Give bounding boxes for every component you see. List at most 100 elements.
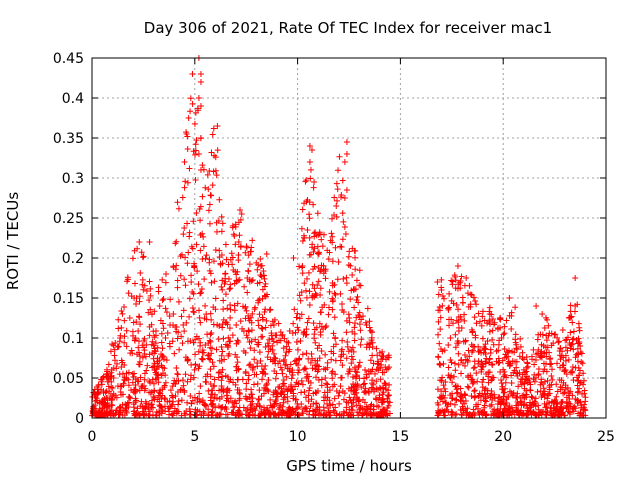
data-point (439, 374, 446, 381)
data-point (435, 331, 442, 338)
data-point (255, 317, 262, 324)
data-point (249, 237, 256, 244)
data-point (230, 404, 237, 411)
data-point (174, 370, 181, 377)
data-point (300, 410, 307, 417)
data-point (455, 328, 462, 335)
data-point (213, 346, 220, 353)
data-point (177, 253, 184, 260)
data-point (298, 225, 305, 232)
data-point (448, 277, 455, 284)
data-point (293, 357, 300, 364)
data-point (212, 295, 219, 302)
data-point (331, 281, 338, 288)
data-point (185, 356, 192, 363)
data-point (121, 361, 128, 368)
data-point (340, 218, 347, 225)
data-point (207, 338, 214, 345)
data-point (353, 297, 360, 304)
data-point (369, 377, 376, 384)
data-point (311, 233, 318, 240)
data-point (233, 278, 240, 285)
data-point (173, 365, 180, 372)
data-point (315, 278, 322, 285)
data-point (562, 337, 569, 344)
data-point (458, 273, 465, 280)
data-point (452, 285, 459, 292)
data-point (259, 325, 266, 332)
data-point (355, 397, 362, 404)
data-point (331, 381, 338, 388)
data-point (191, 394, 198, 401)
data-point (303, 198, 310, 205)
data-point (269, 404, 276, 411)
data-point (461, 282, 468, 289)
data-point (184, 338, 191, 345)
data-point (104, 394, 111, 401)
data-point (356, 402, 363, 409)
data-point (568, 341, 575, 348)
data-point (528, 402, 535, 409)
data-point (498, 377, 505, 384)
data-point (345, 370, 352, 377)
data-point (373, 345, 380, 352)
data-point (154, 358, 161, 365)
data-point (453, 317, 460, 324)
data-point (322, 268, 329, 275)
data-point (505, 353, 512, 360)
data-point (514, 390, 521, 397)
data-point (159, 352, 166, 359)
data-point (480, 376, 487, 383)
data-point (339, 210, 346, 217)
data-point (373, 366, 380, 373)
data-point (574, 396, 581, 403)
y-tick-label: 0.25 (53, 211, 84, 227)
data-point (560, 390, 567, 397)
data-point (488, 387, 495, 394)
data-point (309, 355, 316, 362)
data-point (151, 380, 158, 387)
data-point (570, 328, 577, 335)
data-point (470, 406, 477, 413)
data-point (159, 276, 166, 283)
data-point (497, 324, 504, 331)
data-point (580, 377, 587, 384)
data-point (139, 342, 146, 349)
data-point (540, 385, 547, 392)
data-point (376, 384, 383, 391)
data-point (209, 408, 216, 415)
data-point (577, 367, 584, 374)
data-point (234, 300, 241, 307)
data-point (385, 354, 392, 361)
data-point (220, 306, 227, 313)
data-point (574, 382, 581, 389)
data-point (222, 241, 229, 248)
x-tick-label: 20 (494, 429, 512, 445)
data-point (290, 255, 297, 261)
data-point (437, 326, 444, 333)
data-point (521, 394, 528, 401)
data-point (218, 387, 225, 394)
data-point (191, 366, 198, 373)
data-point (452, 273, 459, 280)
data-point (313, 400, 320, 407)
data-point (441, 295, 448, 302)
data-point (308, 350, 315, 357)
y-tick-label: 0.15 (53, 291, 84, 307)
data-point (575, 320, 582, 327)
data-point (576, 385, 583, 392)
data-point (267, 356, 274, 363)
data-point (164, 329, 171, 336)
data-point (561, 389, 568, 396)
data-point (184, 179, 191, 186)
data-point (557, 364, 564, 371)
data-point (181, 184, 188, 191)
data-point (260, 272, 267, 279)
data-point (543, 353, 550, 360)
data-point (247, 345, 254, 352)
data-point (326, 288, 333, 295)
data-point (447, 375, 454, 382)
data-point (317, 268, 324, 275)
data-point (486, 328, 493, 335)
data-point (198, 355, 205, 362)
